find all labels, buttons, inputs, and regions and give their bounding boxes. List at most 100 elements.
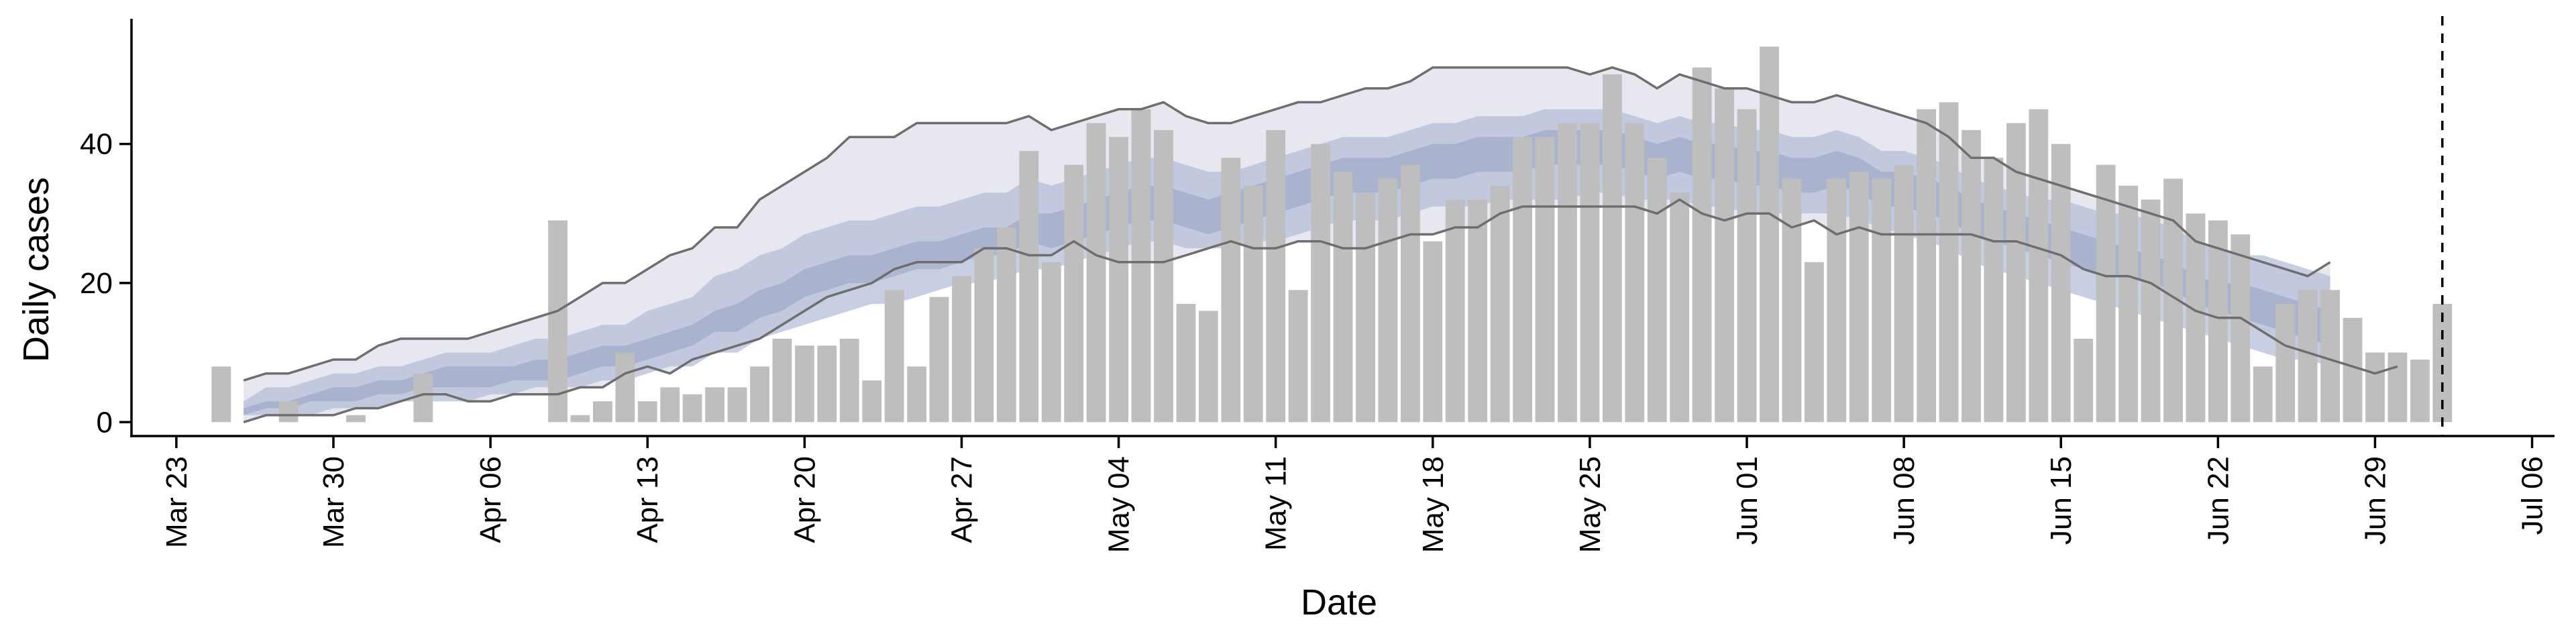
case-bar <box>1782 178 1802 423</box>
lower-interval-line <box>243 198 2398 423</box>
x-tick-label: Apr 13 <box>631 456 664 543</box>
case-bar <box>682 394 702 423</box>
case-bar <box>750 366 769 423</box>
daily-case-bars <box>211 46 2453 423</box>
x-tick-label: Apr 20 <box>788 456 821 543</box>
x-tick-label: May 11 <box>1260 456 1293 551</box>
case-bar <box>1692 67 1712 423</box>
x-tick-label: Apr 06 <box>474 456 507 543</box>
case-bar <box>1737 109 1757 423</box>
x-tick-label: Jun 08 <box>1888 456 1921 545</box>
case-bar <box>772 338 792 423</box>
case-bar <box>1221 158 1241 423</box>
case-bar <box>2096 164 2116 423</box>
x-tick-label: May 25 <box>1574 456 1607 553</box>
case-bar <box>1715 88 1734 423</box>
x-tick-label: May 04 <box>1103 456 1136 553</box>
x-tick-label: Mar 23 <box>160 456 193 548</box>
case-bar <box>593 401 612 423</box>
band-inner-interval <box>244 129 2330 415</box>
case-bar <box>1401 164 1420 423</box>
case-bar <box>1154 129 1173 423</box>
case-bar <box>1558 123 1577 423</box>
upper-interval-line <box>243 66 2331 382</box>
x-tick-label: Jun 15 <box>2045 456 2078 545</box>
case-bar <box>2320 290 2340 423</box>
case-bar <box>1131 109 1151 423</box>
case-bar <box>1423 241 1443 423</box>
case-bar <box>2275 304 2296 423</box>
x-axis-title: Date <box>1301 582 1377 623</box>
case-bar <box>1939 102 1959 423</box>
case-bar <box>1445 199 1465 423</box>
case-bar <box>862 380 882 423</box>
case-bar <box>1176 304 1196 423</box>
case-bar <box>2029 109 2049 423</box>
case-bar <box>1962 129 1981 423</box>
y-tick-label: 0 <box>97 406 113 439</box>
case-bar <box>1760 46 1779 423</box>
case-bar <box>2253 366 2273 423</box>
case-bar <box>570 415 590 423</box>
case-bar <box>1625 123 1645 423</box>
case-bar <box>1603 74 1622 423</box>
case-bar <box>1199 311 1218 423</box>
case-bar <box>211 366 231 423</box>
case-bar <box>907 366 926 423</box>
uncertainty-bands <box>244 67 2330 423</box>
x-tick-label: Mar 30 <box>317 456 350 548</box>
case-bar <box>1468 199 1488 423</box>
case-bar <box>795 345 814 423</box>
case-bar <box>2074 338 2094 423</box>
case-bar <box>1917 109 1936 423</box>
case-bar <box>346 415 366 423</box>
case-bar <box>1064 164 1084 423</box>
case-bar <box>1109 137 1128 423</box>
case-bar <box>2118 185 2138 423</box>
y-axis-title: Daily cases <box>16 177 56 362</box>
case-bar <box>1288 290 1308 423</box>
case-bar <box>727 387 747 423</box>
case-bar <box>1266 129 1286 423</box>
case-bar <box>1849 172 1869 423</box>
case-bar <box>1670 193 1690 423</box>
x-tick-label: Jul 06 <box>2516 456 2549 535</box>
case-bar <box>1311 144 1330 423</box>
case-bar <box>548 220 568 423</box>
case-bar <box>1019 151 1039 423</box>
case-bar <box>1984 158 2004 423</box>
case-bar <box>1333 172 1353 423</box>
case-bar <box>637 401 657 423</box>
case-bar <box>2208 220 2228 423</box>
case-bar <box>660 387 680 423</box>
case-bar <box>1894 164 1914 423</box>
axes: 0 20 40 Mar 23 Mar 30 Apr 06 Apr 13 Apr 20 Apr 2… <box>80 19 2555 553</box>
case-bar <box>952 276 971 423</box>
case-bar <box>839 338 859 423</box>
case-bar <box>1378 178 1398 423</box>
case-bar <box>2186 213 2206 423</box>
case-bar <box>2365 352 2385 423</box>
x-tick-label: Apr 27 <box>945 456 978 543</box>
case-bar <box>1356 193 1375 423</box>
x-tick-label: Jun 29 <box>2359 456 2392 545</box>
case-bar <box>2343 317 2363 423</box>
case-bar <box>1647 158 1667 423</box>
case-bar <box>884 290 904 423</box>
case-bar <box>974 248 994 423</box>
case-bar <box>2410 360 2430 423</box>
case-bar <box>997 227 1016 423</box>
case-bar <box>1827 178 1847 423</box>
y-tick-label: 40 <box>80 128 113 161</box>
case-bar <box>1041 262 1061 423</box>
case-bar <box>615 352 635 423</box>
case-bar <box>817 345 837 423</box>
case-bar <box>2231 234 2251 423</box>
case-bar <box>1243 185 1263 423</box>
case-bar <box>1580 123 1600 423</box>
case-bar <box>2387 352 2408 423</box>
case-bar <box>2141 199 2161 423</box>
band-mid-interval <box>244 109 2330 415</box>
